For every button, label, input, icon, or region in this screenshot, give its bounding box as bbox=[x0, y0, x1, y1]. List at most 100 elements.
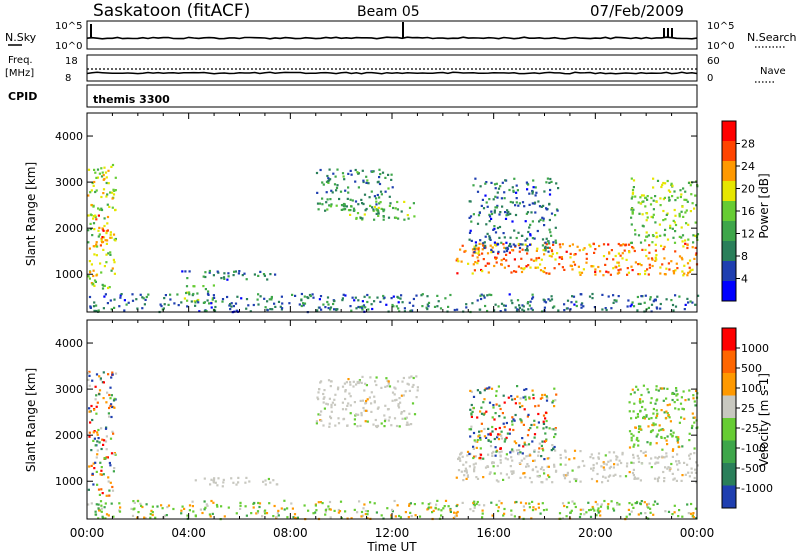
heatmap-cell bbox=[646, 503, 649, 506]
heatmap-cell bbox=[671, 398, 674, 402]
heatmap-cell bbox=[548, 181, 551, 184]
heatmap-cell bbox=[524, 476, 527, 479]
heatmap-cell bbox=[204, 271, 207, 274]
heatmap-cell bbox=[532, 397, 535, 400]
heatmap-cell bbox=[623, 249, 626, 252]
heatmap-cell bbox=[531, 500, 534, 503]
heatmap-cell bbox=[401, 301, 404, 304]
heatmap-cell bbox=[554, 214, 557, 217]
heatmap-cell bbox=[477, 250, 480, 253]
heatmap-cell bbox=[672, 272, 676, 275]
heatmap-cell bbox=[494, 257, 497, 261]
heatmap-cell bbox=[320, 308, 323, 311]
heatmap-cell bbox=[163, 297, 166, 300]
heatmap-cell bbox=[270, 296, 273, 299]
heatmap-cell bbox=[566, 471, 569, 474]
heatmap-cell bbox=[458, 457, 461, 460]
heatmap-cell bbox=[654, 195, 657, 198]
heatmap-cell bbox=[609, 465, 612, 468]
heatmap-cell bbox=[481, 248, 484, 251]
heatmap-cell bbox=[627, 271, 630, 274]
heatmap-cell bbox=[355, 307, 358, 310]
heatmap-cell bbox=[499, 433, 502, 436]
heatmap-cell bbox=[671, 392, 674, 395]
heatmap-cell bbox=[680, 479, 683, 482]
power-panel-frame bbox=[86, 112, 698, 313]
heatmap-cell bbox=[97, 207, 100, 210]
heatmap-cell bbox=[404, 390, 407, 393]
heatmap-cell bbox=[533, 419, 536, 422]
heatmap-cell bbox=[628, 502, 631, 505]
heatmap-cell bbox=[608, 251, 611, 254]
heatmap-cell bbox=[508, 432, 511, 435]
heatmap-cell bbox=[661, 448, 664, 451]
heatmap-cell bbox=[149, 516, 152, 519]
heatmap-cell bbox=[353, 401, 356, 404]
heatmap-cell bbox=[597, 507, 600, 510]
heatmap-cell bbox=[186, 514, 189, 517]
heatmap-cell bbox=[683, 308, 686, 311]
heatmap-cell bbox=[522, 423, 525, 426]
heatmap-cell bbox=[690, 193, 693, 196]
heatmap-cell bbox=[384, 418, 387, 421]
heatmap-cell bbox=[687, 181, 691, 184]
heatmap-cell bbox=[112, 193, 116, 196]
freq-tick-low: 8 bbox=[65, 73, 71, 84]
heatmap-cell bbox=[131, 293, 134, 296]
heatmap-cell bbox=[579, 480, 582, 483]
heatmap-cell bbox=[486, 309, 489, 313]
heatmap-cell bbox=[385, 303, 388, 306]
heatmap-cell bbox=[388, 416, 391, 419]
heatmap-cell bbox=[672, 219, 675, 222]
heatmap-cell bbox=[142, 297, 145, 300]
heatmap-cell bbox=[196, 299, 199, 302]
heatmap-cell bbox=[477, 435, 480, 438]
heatmap-cell bbox=[123, 309, 126, 312]
heatmap-cell bbox=[363, 503, 366, 506]
heatmap-cell bbox=[564, 456, 567, 459]
heatmap-cell bbox=[472, 445, 475, 448]
heatmap-cell bbox=[90, 449, 93, 452]
heatmap-cell bbox=[378, 196, 381, 199]
heatmap-cell bbox=[537, 450, 540, 454]
heatmap-cell bbox=[637, 513, 640, 516]
heatmap-cell bbox=[545, 207, 548, 210]
heatmap-cell bbox=[498, 499, 501, 503]
heatmap-cell bbox=[208, 271, 211, 274]
heatmap-cell bbox=[527, 183, 530, 186]
heatmap-cell bbox=[573, 477, 576, 481]
heatmap-cell bbox=[166, 506, 169, 509]
heatmap-cell bbox=[409, 310, 412, 313]
heatmap-cell bbox=[651, 234, 655, 237]
heatmap-cell bbox=[363, 409, 366, 412]
heatmap-cell bbox=[625, 515, 628, 518]
heatmap-cell bbox=[512, 243, 515, 246]
heatmap-cell bbox=[542, 469, 545, 472]
heatmap-cell bbox=[479, 185, 482, 188]
heatmap-cell bbox=[113, 453, 116, 456]
heatmap-cell bbox=[674, 269, 677, 272]
heatmap-cell bbox=[133, 501, 136, 504]
heatmap-cell bbox=[97, 428, 100, 432]
heatmap-cell bbox=[470, 415, 473, 418]
heatmap-cell bbox=[650, 430, 653, 433]
heatmap-cell bbox=[494, 428, 497, 431]
heatmap-cell bbox=[492, 450, 495, 453]
heatmap-cell bbox=[114, 189, 117, 192]
heatmap-cell bbox=[690, 426, 694, 430]
heatmap-cell bbox=[692, 512, 695, 515]
heatmap-cell bbox=[567, 501, 570, 504]
heatmap-cell bbox=[540, 444, 543, 447]
heatmap-cell bbox=[603, 468, 606, 471]
heatmap-cell bbox=[673, 208, 676, 212]
heatmap-cell bbox=[675, 389, 678, 392]
heatmap-cell bbox=[688, 266, 691, 269]
heatmap-cell bbox=[365, 207, 368, 211]
heatmap-cell bbox=[581, 302, 584, 305]
heatmap-cell bbox=[573, 303, 576, 306]
heatmap-cell bbox=[492, 228, 495, 231]
x-tick-label: 20:00 bbox=[578, 526, 613, 540]
heatmap-cell bbox=[644, 196, 647, 200]
heatmap-cell bbox=[88, 277, 91, 280]
